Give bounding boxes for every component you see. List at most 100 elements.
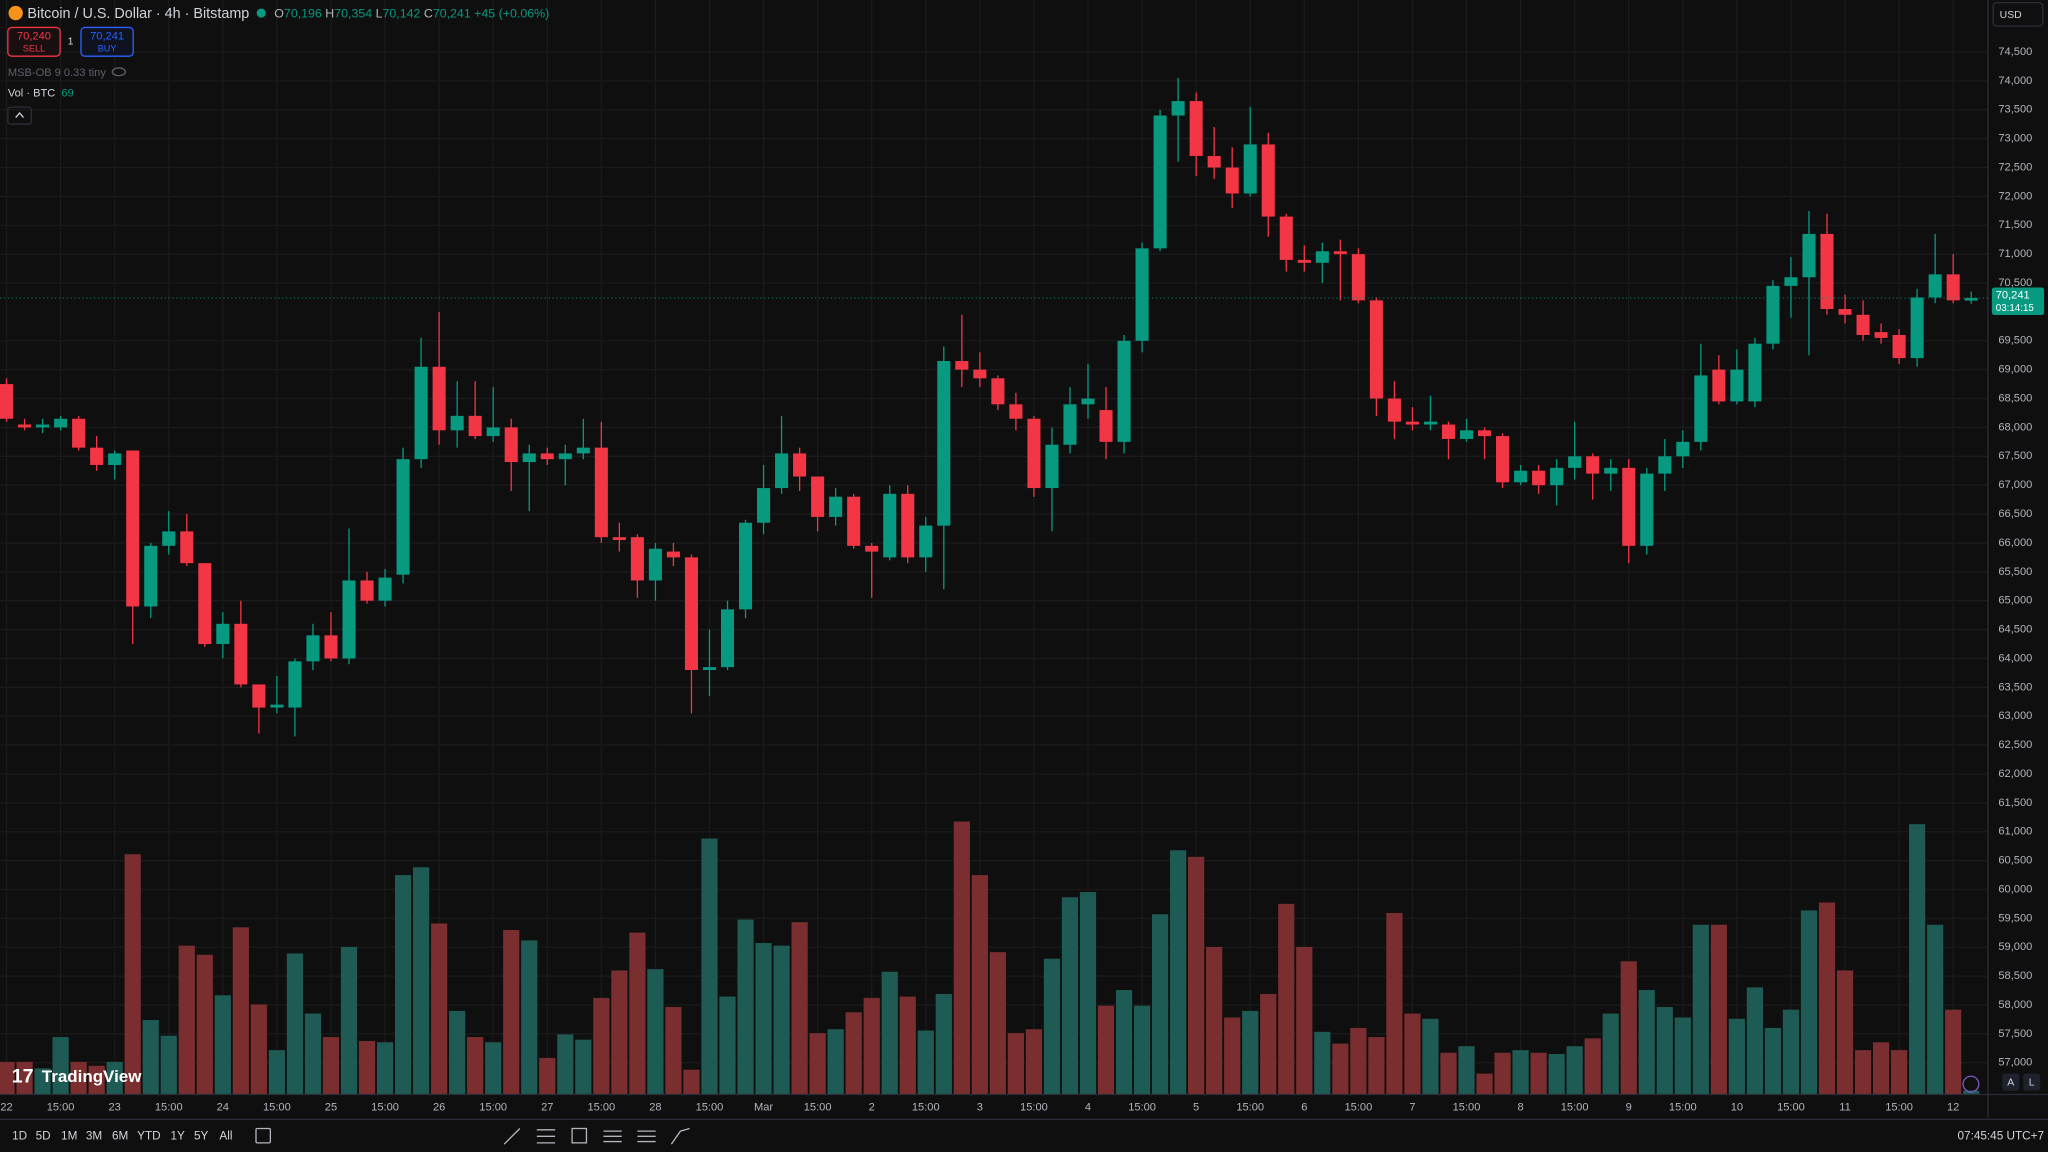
x-tick-label: 15:00: [1669, 1102, 1697, 1114]
candle-body: [991, 378, 1005, 405]
volume-bar: [773, 945, 790, 1095]
buy-text[interactable]: BUY: [98, 43, 117, 53]
candle-body: [1117, 340, 1131, 442]
buy-price[interactable]: 70,241: [90, 31, 124, 43]
volume-bar: [1746, 987, 1764, 1095]
x-tick-label: 15:00: [479, 1102, 507, 1114]
o-label: O: [274, 7, 284, 21]
volume-bar: [1512, 1050, 1529, 1095]
range-button[interactable]: 1Y: [170, 1129, 185, 1142]
trend-line-icon[interactable]: [503, 1128, 521, 1145]
auto-scale[interactable]: A: [2007, 1078, 2014, 1089]
y-tick-label: 73,000: [1998, 133, 2032, 145]
candle-body: [1478, 430, 1492, 437]
candle-body: [1586, 456, 1600, 474]
x-tick-label: 9: [1626, 1102, 1632, 1114]
candle-body: [342, 580, 356, 659]
fib-icon[interactable]: [536, 1129, 556, 1144]
volume-bar: [431, 923, 448, 1095]
range-button[interactable]: 3M: [86, 1129, 102, 1142]
volume-bar: [1476, 1073, 1493, 1095]
y-tick-label: 66,000: [1998, 537, 2032, 549]
volume-bar: [449, 1010, 466, 1095]
last-price: 70,241: [1996, 289, 2030, 301]
candle-body: [1658, 456, 1672, 474]
currency-button[interactable]: [1992, 1, 2044, 27]
log-scale[interactable]: L: [2029, 1078, 2035, 1089]
range-button[interactable]: 1D: [12, 1129, 27, 1142]
pattern-icon[interactable]: [637, 1130, 656, 1143]
range-button[interactable]: 1M: [61, 1129, 77, 1142]
log-scale-button[interactable]: [2023, 1073, 2041, 1091]
volume-bar: [304, 1013, 322, 1095]
rect-icon[interactable]: [571, 1127, 588, 1144]
candle-body: [1279, 216, 1293, 260]
candle-body: [1189, 101, 1203, 156]
candle-body: [666, 551, 680, 558]
y-tick-label: 57,000: [1998, 1057, 2032, 1069]
candle-body: [180, 531, 194, 564]
range-button[interactable]: 5Y: [194, 1129, 209, 1142]
auto-scale-button[interactable]: [2002, 1073, 2020, 1091]
volume-bar: [0, 1061, 15, 1095]
currency[interactable]: USD: [2000, 10, 2022, 21]
y-tick-label: 63,000: [1998, 710, 2032, 722]
sell-text[interactable]: SELL: [23, 43, 45, 53]
volume-bar: [268, 1050, 285, 1095]
x-tick-label: 23: [109, 1102, 121, 1114]
channel-icon[interactable]: [603, 1130, 622, 1143]
date-range-icon[interactable]: [255, 1127, 272, 1144]
sell-box[interactable]: [7, 26, 61, 57]
candle-body: [829, 496, 843, 517]
x-tick-label: 15:00: [371, 1102, 399, 1114]
volume-bar: [1188, 856, 1205, 1095]
candle-body: [36, 424, 50, 428]
o-value: 70,196: [284, 7, 322, 21]
range-button[interactable]: All: [219, 1129, 232, 1142]
range-button[interactable]: 6M: [112, 1129, 128, 1142]
candle-body: [883, 493, 897, 558]
volume-bar: [1692, 924, 1709, 1095]
sell-button[interactable]: 70,240 SELL: [7, 26, 61, 57]
x-tick-label: 15:00: [1020, 1102, 1048, 1114]
candle-body: [1856, 314, 1870, 336]
candle-body: [126, 450, 140, 607]
collapse-button[interactable]: [7, 106, 32, 125]
candle-body: [1207, 155, 1221, 168]
brush-icon[interactable]: [670, 1127, 690, 1145]
volume-bar: [1963, 1090, 1980, 1095]
candle-body: [630, 537, 644, 581]
volume-bar: [683, 1069, 700, 1095]
y-tick-label: 61,000: [1998, 826, 2032, 838]
buy-box[interactable]: [80, 26, 134, 57]
candle-body: [1261, 144, 1275, 217]
volume-bar: [160, 1035, 177, 1095]
volume-bar: [340, 946, 358, 1095]
y-tick-label: 67,500: [1998, 450, 2032, 462]
hide-icon[interactable]: [111, 67, 127, 77]
range-button[interactable]: YTD: [137, 1129, 161, 1142]
c-label: C: [424, 7, 433, 21]
candle-body: [1604, 467, 1618, 474]
sell-price[interactable]: 70,240: [17, 31, 51, 43]
x-tick-label: 15:00: [263, 1102, 291, 1114]
range-button[interactable]: 5D: [36, 1129, 51, 1142]
buy-button[interactable]: 70,241 BUY: [80, 26, 134, 57]
y-tick-label: 60,000: [1998, 883, 2032, 895]
candle-body: [414, 366, 428, 460]
volume-bar: [899, 996, 916, 1095]
x-tick-label: 15:00: [1236, 1102, 1264, 1114]
y-tick-label: 72,500: [1998, 161, 2032, 173]
alert-icon[interactable]: [1962, 1075, 1980, 1093]
y-tick-label: 59,500: [1998, 912, 2032, 924]
candle-body: [1928, 274, 1942, 298]
volume-bar: [34, 1068, 51, 1095]
x-tick-label: 15:00: [1885, 1102, 1913, 1114]
volume-last: 69: [61, 87, 73, 99]
candle-body: [775, 453, 789, 489]
h-value: 70,354: [334, 7, 372, 21]
candle-body: [955, 360, 969, 370]
volume-bar: [106, 1061, 123, 1095]
indicator-label: MSB-OB 9 0.33 tiny: [8, 67, 106, 79]
y-tick-label: 60,500: [1998, 855, 2032, 867]
